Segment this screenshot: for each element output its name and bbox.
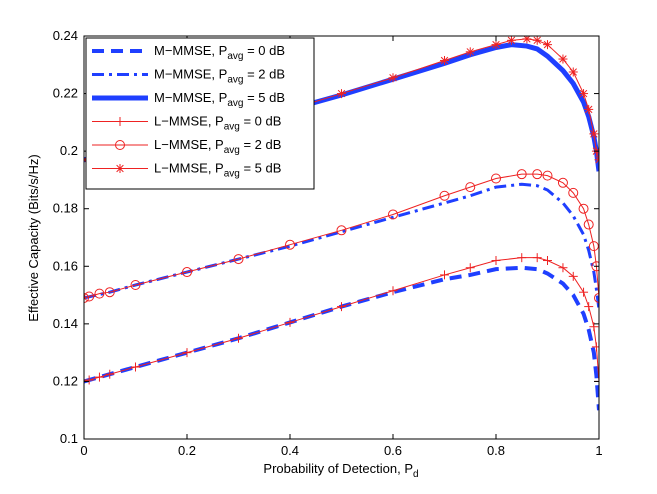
series-5-point	[589, 129, 599, 139]
series-3-point	[84, 375, 94, 385]
series-3-point	[94, 372, 104, 382]
series-5-point	[506, 36, 516, 45]
series-5-point	[568, 67, 578, 77]
series-5-point	[388, 73, 398, 83]
legend-marker-3	[115, 117, 125, 126]
series-5-point	[465, 47, 475, 57]
series-5-point	[440, 55, 449, 65]
series-4-point	[491, 173, 501, 184]
series-3-point	[591, 342, 599, 352]
legend-marker-5	[115, 164, 125, 173]
series-5-point	[491, 40, 501, 50]
series-3-point	[105, 369, 115, 379]
x-tick-label: 0.6	[384, 443, 402, 458]
series-5-point	[522, 36, 532, 44]
series-4-point	[591, 261, 599, 272]
series-4-point	[516, 169, 527, 180]
series-4-point	[568, 187, 579, 198]
series-4-point	[583, 219, 594, 230]
series-4-point	[578, 203, 589, 214]
legend-entry-1: M−MMSE, Pavg = 2 dB	[154, 67, 285, 86]
series-3-point	[532, 253, 542, 263]
series-3-point	[568, 271, 578, 281]
x-tick-label: 0.2	[178, 443, 196, 458]
legend: M−MMSE, Pavg = 0 dB M−MMSE, Pavg = 2 dB M−…	[85, 37, 315, 190]
series-4-point	[233, 254, 244, 265]
series-3-point	[440, 270, 449, 280]
y-tick-label: 0.14	[53, 316, 78, 331]
series-3-point	[558, 263, 568, 273]
series-4-point	[130, 279, 141, 290]
series-4-point	[594, 292, 599, 303]
legend-entry-3: L−MMSE, Pavg = 0 dB	[154, 114, 281, 133]
axes-frame	[83, 35, 600, 440]
legend-box	[85, 37, 315, 190]
y-tick-label: 0.16	[53, 258, 78, 273]
series-3-point	[589, 322, 599, 332]
legend-entry-0: M−MMSE, Pavg = 0 dB	[154, 43, 285, 62]
x-tick-label: 0	[80, 443, 87, 458]
series-4-point	[84, 291, 95, 302]
series-3-point	[131, 362, 140, 372]
y-axis-label: Effective Capacity (Bits/s/Hz)	[26, 154, 41, 321]
series-4-point	[84, 292, 89, 303]
series-5-point	[558, 54, 568, 64]
series-4-point	[532, 169, 543, 180]
series-5-point	[543, 40, 552, 50]
series-4-point	[465, 182, 476, 193]
series-3-point	[491, 256, 501, 266]
series-5-point	[337, 89, 346, 99]
series-3-point	[543, 256, 552, 266]
series-3-point	[182, 348, 192, 358]
y-tick-label: 0.1	[60, 431, 78, 446]
y-tick-label: 0.18	[53, 201, 78, 216]
series-3-point	[517, 253, 527, 263]
x-axis-label: Probability of Detection, Pd	[263, 461, 418, 480]
series-3-point	[337, 302, 346, 312]
series-5-point	[594, 155, 599, 165]
series-4-point	[439, 190, 450, 201]
legend-entry-4: L−MMSE, Pavg = 2 dB	[154, 137, 281, 156]
series-4-point	[557, 177, 568, 188]
series-5-point	[584, 104, 594, 114]
x-tick-label: 0.8	[487, 443, 505, 458]
series-3-point	[465, 263, 475, 273]
y-tick-label: 0.12	[53, 373, 78, 388]
series-3-point	[579, 287, 589, 297]
legend-entry-5: L−MMSE, Pavg = 5 dB	[154, 161, 281, 180]
y-tick-label: 0.22	[53, 86, 78, 101]
series-3-point	[285, 317, 295, 327]
series-3-point	[234, 333, 243, 343]
series-4-point	[285, 239, 295, 250]
x-tick-label: 0.4	[281, 443, 299, 458]
x-tick-label: 1	[595, 443, 602, 458]
series-line-1	[84, 182, 599, 310]
series-4-point	[542, 170, 553, 181]
series-5-point	[579, 89, 589, 99]
series-4-point	[94, 288, 105, 299]
y-tick-label: 0.24	[53, 28, 78, 43]
series-4-point	[388, 209, 398, 220]
series-line-4	[84, 173, 599, 299]
series-4-point	[182, 267, 192, 278]
series-3-point	[388, 286, 398, 296]
axes-layer: 0 0.2 0.4 0.6 0.8 1 0.1 0.12 0.14 0.16 0.18 0.2 0.22…	[53, 28, 603, 458]
y-tick-label: 0.2	[60, 143, 78, 158]
series-3-point	[584, 302, 594, 312]
series-5-point	[532, 36, 542, 45]
legend-entry-2: M−MMSE, Pavg = 5 dB	[154, 90, 285, 109]
legend-marker-4	[115, 140, 125, 150]
series-4-point	[336, 225, 347, 236]
series-4-point	[104, 287, 115, 298]
series-4-point	[588, 241, 599, 252]
